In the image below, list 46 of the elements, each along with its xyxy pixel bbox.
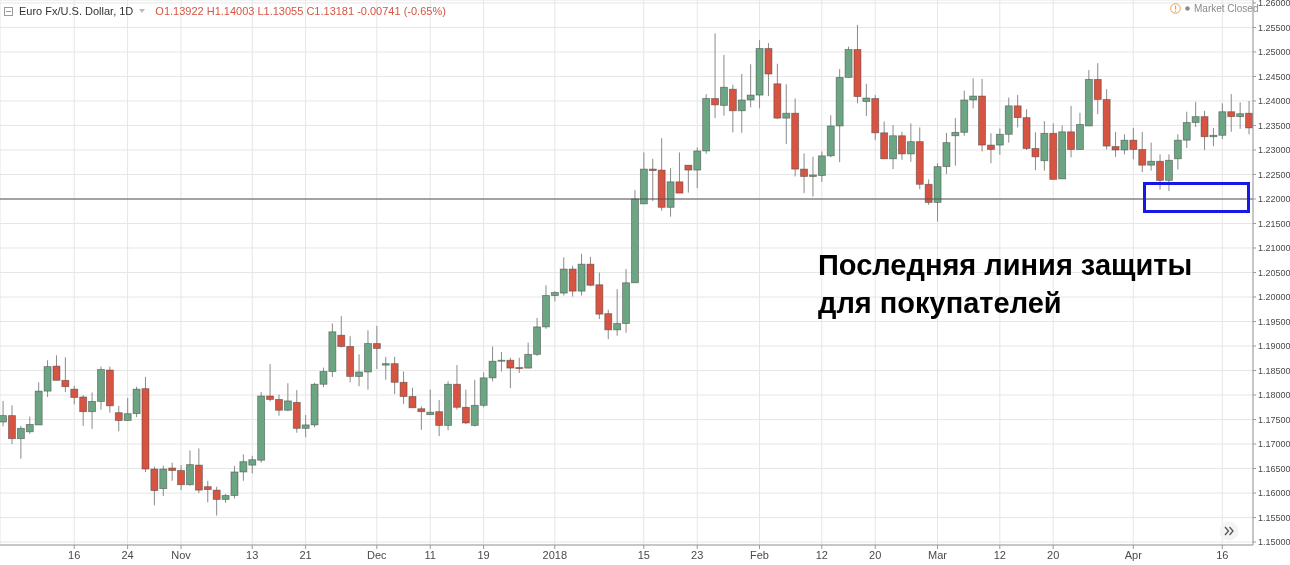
x-tick-label: 12 (993, 548, 1006, 561)
y-tick-label: 1.15500 (1258, 512, 1290, 523)
y-tick-label: 1.17000 (1258, 439, 1290, 450)
y-tick-label: 1.20000 (1258, 292, 1290, 303)
y-tick-label: 1.25000 (1258, 47, 1290, 58)
y-tick-label: 1.18000 (1258, 390, 1290, 401)
x-tick-label: 23 (691, 548, 704, 561)
y-tick-label: 1.19000 (1258, 341, 1290, 352)
y-tick-label: 1.19500 (1258, 316, 1290, 327)
y-tick-label: 1.23000 (1258, 145, 1290, 156)
x-tick-label: 16 (68, 548, 81, 561)
y-tick-label: 1.17500 (1258, 414, 1290, 425)
y-tick-label: 1.24000 (1258, 96, 1290, 107)
x-tick-label: 20 (869, 548, 882, 561)
x-tick-label: 13 (246, 548, 259, 561)
x-tick-label: 19 (477, 548, 490, 561)
x-tick-label: 16 (1216, 548, 1229, 561)
x-tick-label: 21 (299, 548, 312, 561)
y-tick-label: 1.20500 (1258, 267, 1290, 278)
y-tick-label: 1.23500 (1258, 120, 1290, 131)
x-tick-label: Mar (928, 548, 948, 561)
x-tick-label: 24 (121, 548, 134, 561)
y-tick-label: 1.25500 (1258, 22, 1290, 33)
candlestick (417, 405, 426, 431)
y-tick-label: 1.16500 (1258, 463, 1290, 474)
x-tick-label: Feb (750, 548, 769, 561)
y-tick-label: 1.21000 (1258, 243, 1290, 254)
x-tick-label: 11 (424, 548, 436, 561)
x-tick-label: Nov (171, 548, 192, 561)
x-tick-label: 12 (815, 548, 828, 561)
x-tick-label: Apr (1124, 548, 1143, 561)
x-tick-label: 20 (1047, 548, 1060, 561)
annotation: Последняя линия защиты для покупателей (818, 248, 1194, 321)
y-tick-label: 1.16000 (1258, 488, 1290, 499)
y-tick-label: 1.24500 (1258, 71, 1290, 82)
y-tick-label: 1.18500 (1258, 365, 1290, 376)
x-tick-label: 15 (637, 548, 650, 561)
y-tick-label: 1.15000 (1258, 537, 1290, 548)
y-tick-label: 1.22000 (1258, 194, 1290, 205)
y-tick-label: 1.21500 (1258, 218, 1290, 229)
x-tick-label: Dec (367, 548, 388, 561)
y-tick-label: 1.26000 (1258, 0, 1290, 9)
chart-subtitle: O1.13922 H1.14003 L1.13055 C1.13181 -0.00741 (-0.65%) (155, 4, 446, 18)
x-tick-label: 2018 (542, 548, 568, 561)
chart-title: Euro Fx/U.S. Dollar, 1D (19, 4, 134, 18)
y-tick-label: 1.22500 (1258, 169, 1290, 180)
